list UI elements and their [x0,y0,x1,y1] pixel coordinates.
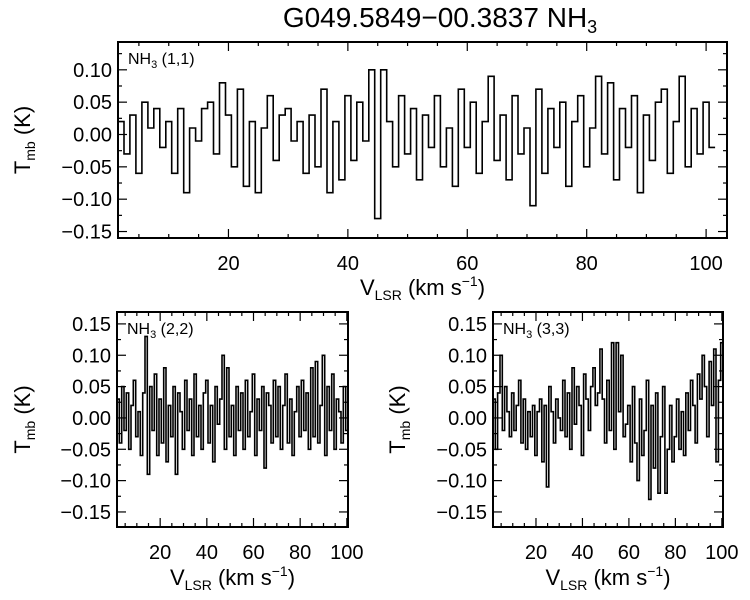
x-tick-label: 60 [456,253,478,275]
y-tick-label: −0.05 [61,157,112,179]
y-axis-label: Tmb (K) [10,385,38,453]
y-tick-label: −0.10 [61,189,112,211]
x-tick-label: 20 [217,253,239,275]
x-tick-label: 20 [525,542,547,564]
panel-label: NH3 (2,2) [127,321,194,341]
x-axis-label: VLSR (km s−1) [170,563,295,593]
panel-label: NH3 (1,1) [128,51,195,71]
y-tick-label: 0.05 [448,377,487,399]
plot-frame [492,311,724,528]
y-tick-label: 0.10 [448,345,487,367]
y-tick-label: −0.15 [436,502,487,524]
x-tick-label: 100 [705,542,738,564]
x-tick-label: 60 [618,542,640,564]
y-tick-label: −0.05 [60,439,111,461]
y-tick-label: −0.05 [436,439,487,461]
x-axis-label: VLSR (km s−1) [360,273,485,303]
plot-frame [117,41,728,239]
x-tick-label: 80 [664,542,686,564]
y-axis-label: Tmb (K) [10,106,38,174]
y-tick-label: 0.05 [72,377,111,399]
y-tick-label: 0.00 [448,408,487,430]
x-tick-label: 80 [289,542,311,564]
panel-3: 20 40 60 80 100 0.15 0.10 0.05 0.00 −0.05 −0.10 −0.… [385,311,739,593]
x-tick-label: 40 [571,542,593,564]
figure-title: G049.5849−00.3837 NH3 [283,2,597,37]
y-tick-label: 0.05 [73,92,112,114]
y-tick-label: −0.15 [60,502,111,524]
x-tick-label: 100 [330,542,363,564]
y-tick-label: −0.10 [60,471,111,493]
y-axis-label: Tmb (K) [385,385,413,453]
y-tick-label: −0.15 [61,222,112,244]
x-tick-label: 40 [337,253,359,275]
x-tick-label: 20 [149,542,171,564]
x-tick-label: 80 [576,253,598,275]
panel-1: 20 40 60 80 100 0.10 0.05 0.00 −0.05 −0.10 −0.15 NH… [10,41,728,303]
y-tick-label: 0.15 [72,314,111,336]
spectrum-line [117,335,348,476]
y-tick-label: 0.10 [72,345,111,367]
y-tick-label: 0.10 [73,60,112,82]
y-tick-label: −0.10 [436,471,487,493]
spectrum-line [118,69,716,220]
x-tick-label: 60 [242,542,264,564]
panel-2: 20 40 60 80 100 0.15 0.10 0.05 0.00 −0.05 −0.10 −0.… [10,311,364,593]
x-tick-label: 100 [689,253,722,275]
x-axis-label: VLSR (km s−1) [545,563,670,593]
panel-label: NH3 (3,3) [503,321,570,341]
plot-frame [116,311,349,528]
y-tick-label: 0.00 [72,408,111,430]
y-tick-label: 0.15 [448,314,487,336]
y-tick-label: 0.00 [73,125,112,147]
x-tick-label: 40 [196,542,218,564]
spectrum-line [493,341,723,501]
